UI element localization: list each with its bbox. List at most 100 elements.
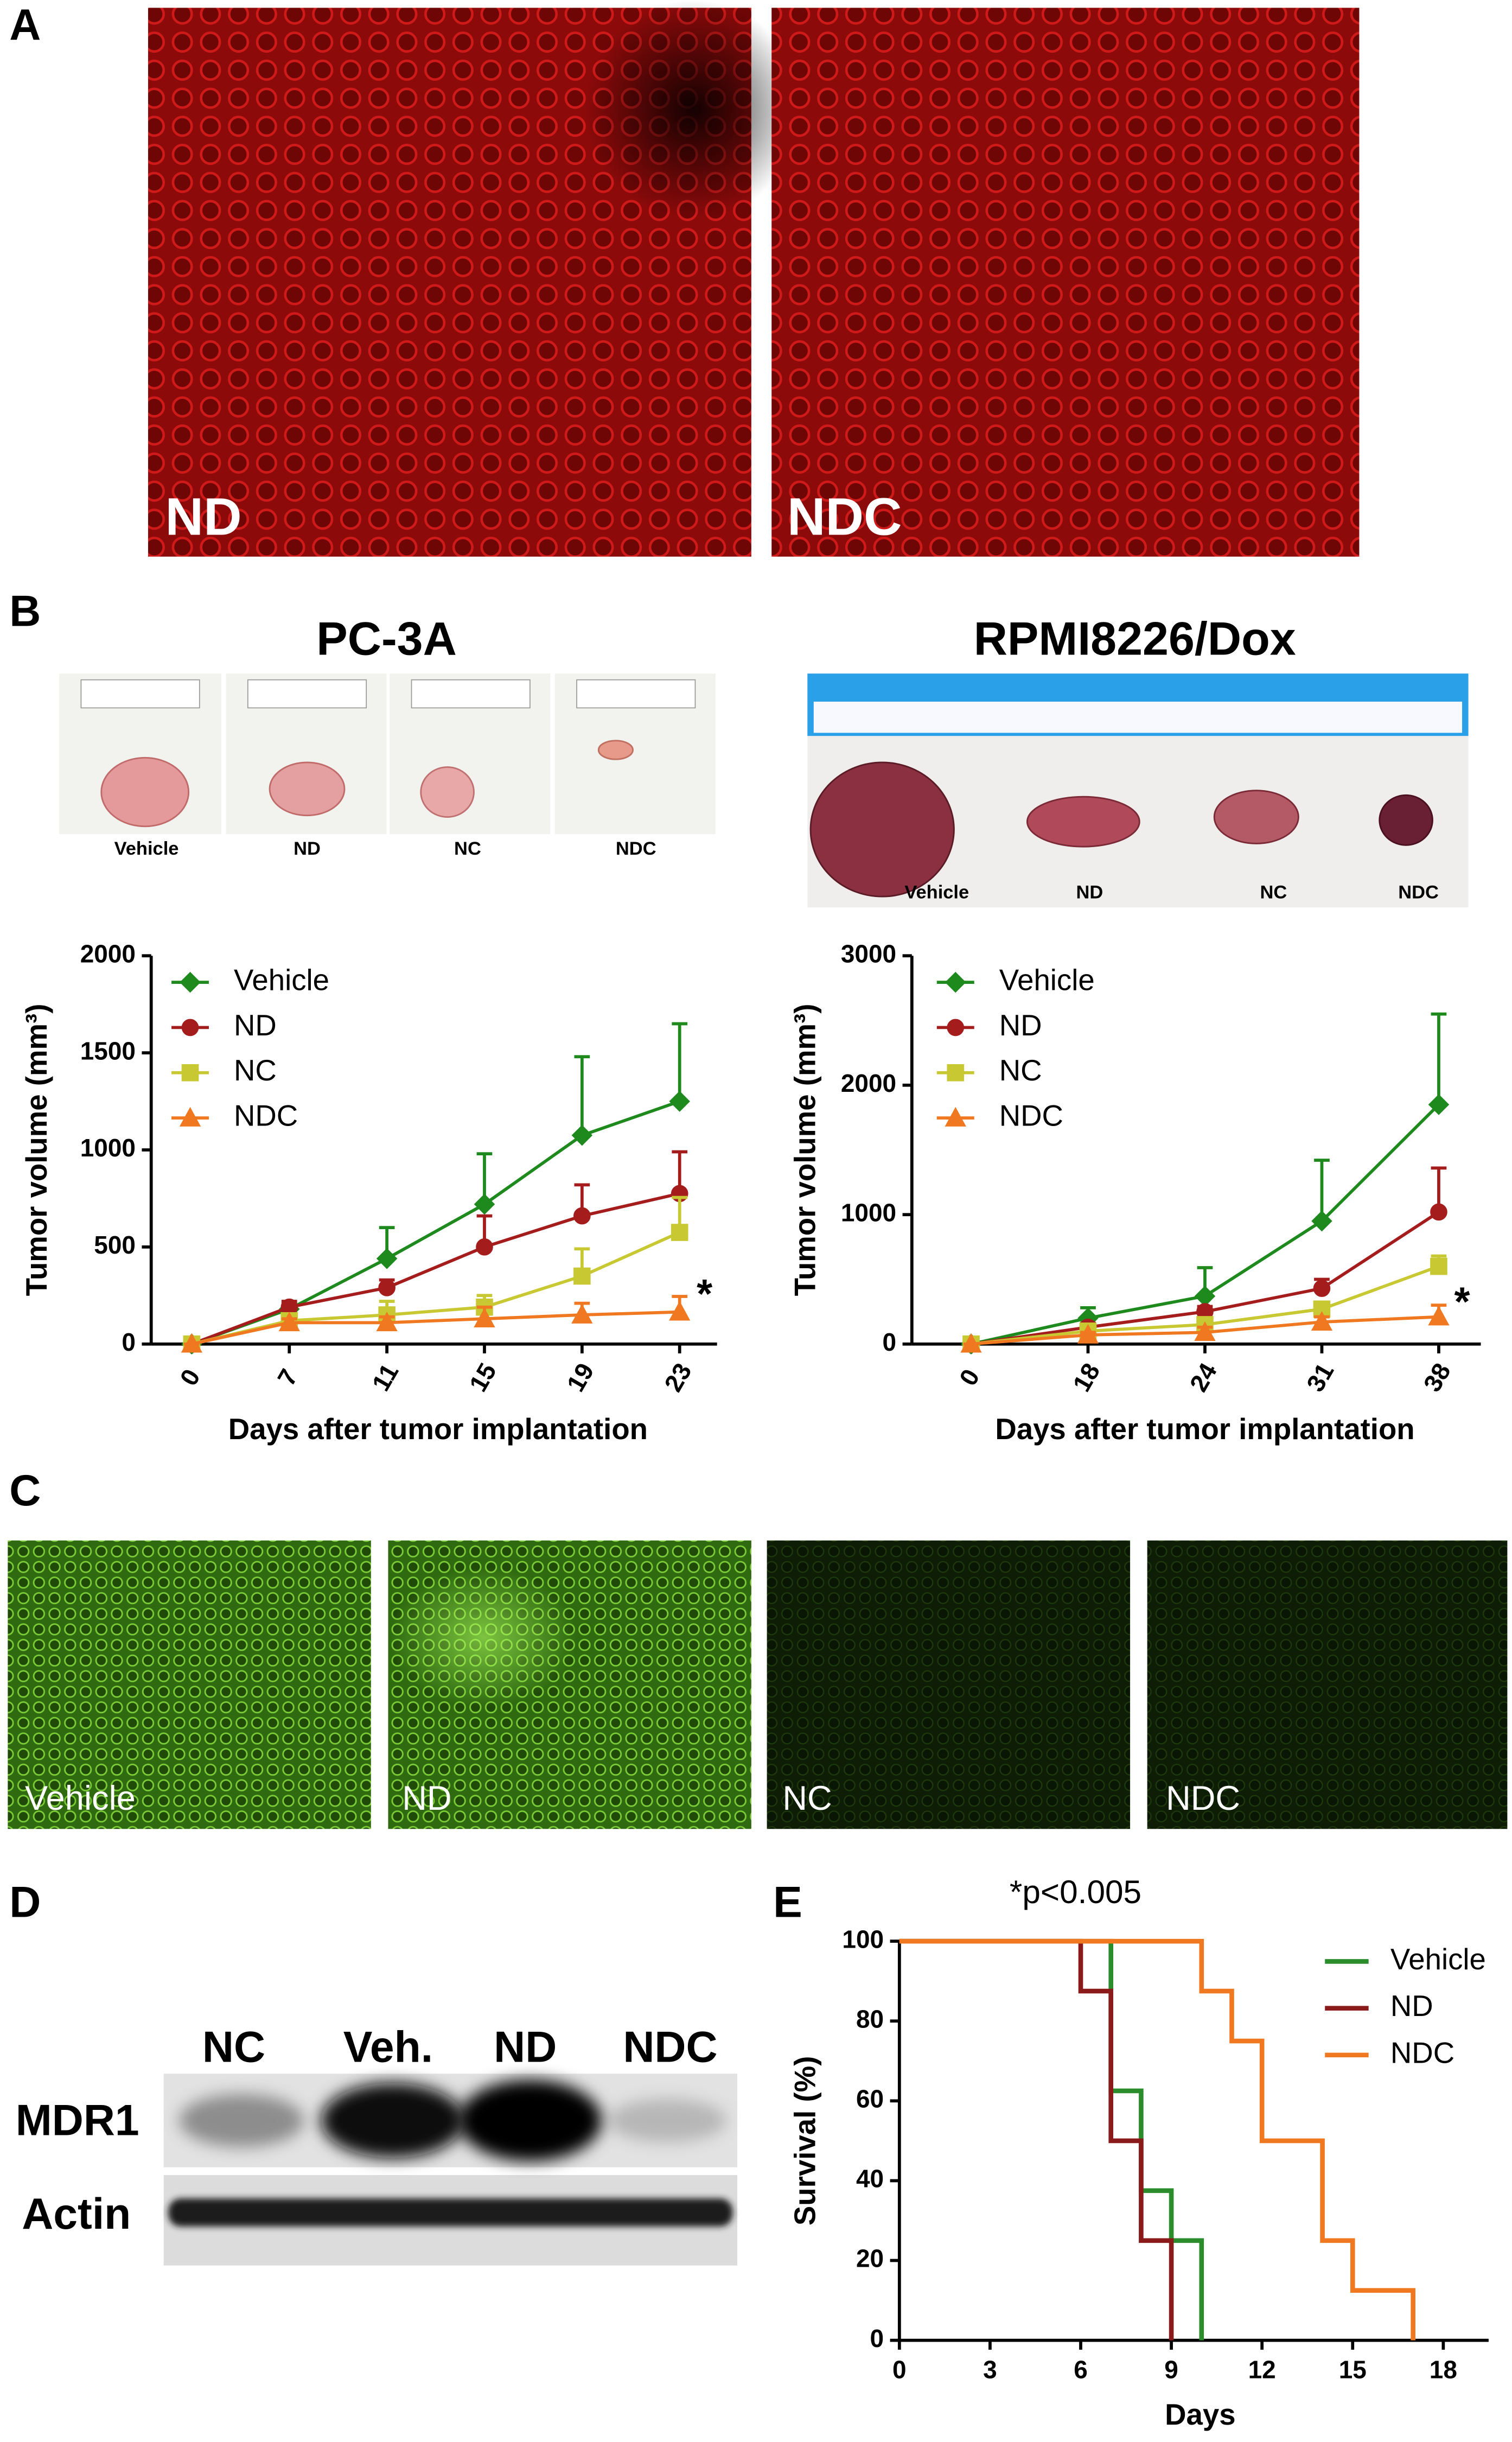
marker [1430, 1203, 1447, 1221]
marker [376, 1312, 398, 1332]
panel-label: B [9, 587, 41, 635]
tumor [809, 761, 955, 898]
band [179, 2094, 304, 2147]
legend-label: NC [999, 1054, 1042, 1087]
annotation: * [697, 1271, 712, 1317]
marker [1428, 1094, 1450, 1115]
y-tick-label: 0 [122, 1328, 136, 1356]
fluorescence-image [771, 8, 1360, 557]
marker [1313, 1280, 1331, 1297]
marker [376, 1248, 398, 1269]
ruler-scale [813, 701, 1463, 733]
image-glow [390, 1567, 577, 1708]
survival-curve [899, 1938, 1204, 2341]
x-tick-label: 7 [272, 1364, 303, 1390]
y-tick-label: 1000 [841, 1198, 896, 1226]
legend-label: ND [1390, 1989, 1433, 2023]
marker [476, 1238, 493, 1256]
row-label: MDR1 [16, 2096, 139, 2145]
photo-label: NDC [1398, 882, 1439, 902]
image-label: ND [165, 487, 242, 546]
x-axis-label: Days after tumor implantation [995, 1413, 1414, 1446]
legend-marker [181, 1064, 199, 1082]
marker [1194, 1321, 1216, 1341]
lane-label: ND [494, 2023, 557, 2072]
legend-marker [947, 1019, 965, 1036]
tumor [1213, 790, 1299, 844]
x-tick-label: 31 [1301, 1358, 1339, 1396]
x-tick-label: 15 [1339, 2355, 1367, 2383]
series-line [191, 1310, 680, 1346]
band [321, 2083, 465, 2158]
x-tick-label: 0 [892, 2355, 907, 2383]
photo-label: NC [1260, 882, 1287, 902]
marker [960, 1333, 982, 1353]
marker [181, 1333, 203, 1353]
band [458, 2079, 602, 2161]
legend-marker [180, 971, 201, 993]
y-tick-label: 1000 [80, 1134, 136, 1162]
x-tick-label: 38 [1418, 1358, 1456, 1396]
ruler [411, 679, 531, 709]
western-blot: NC Veh. ND NDC MDR1 Actin [16, 2023, 738, 2266]
image-label: NC [782, 1779, 832, 1817]
y-axis-label: Tumor volume (mm³) [20, 1004, 53, 1296]
marker [1430, 1257, 1447, 1275]
y-tick-label: 2000 [841, 1069, 896, 1097]
chart-title: RPMI8226/Dox [974, 613, 1296, 665]
y-tick-label: 500 [94, 1231, 136, 1259]
marker [669, 1301, 691, 1321]
chart-title: PC-3A [316, 613, 457, 665]
panel-c: Vehicle ND NC NDC [8, 1540, 1508, 1829]
tumor [1379, 794, 1433, 846]
marker [278, 1312, 300, 1332]
legend-label: Vehicle [234, 964, 329, 997]
image-shadow [584, 0, 803, 219]
lane-label: NDC [623, 2023, 717, 2072]
marker [378, 1279, 395, 1296]
tumor [1026, 796, 1140, 848]
y-axis-label: Tumor volume (mm³) [789, 1004, 822, 1296]
ruler [80, 679, 200, 709]
panel-label: E [773, 1878, 802, 1926]
legend-label: NDC [234, 1099, 298, 1133]
marker [474, 1193, 495, 1215]
x-tick-label: 15 [463, 1358, 502, 1396]
tumor-photos: Vehicle ND NC NDC Vehicle ND NC NDC [59, 673, 1469, 908]
photo-label: NC [454, 838, 481, 859]
survival-curve [899, 1938, 1174, 2341]
legend-marker [179, 1106, 201, 1127]
ruler [576, 679, 696, 709]
panel-label: C [9, 1466, 41, 1515]
y-tick-label: 20 [856, 2244, 884, 2273]
legend-label: ND [234, 1009, 277, 1042]
x-tick-label: 11 [366, 1359, 404, 1396]
photo-label: ND [294, 838, 321, 859]
y-tick-label: 1500 [80, 1036, 136, 1065]
legend-label: NDC [1390, 2036, 1454, 2069]
y-tick-label: 2000 [80, 939, 136, 968]
fluorescence-image [8, 1540, 371, 1829]
x-tick-label: 3 [983, 2355, 997, 2383]
legend-label: Vehicle [999, 964, 1095, 997]
x-tick-label: 9 [1164, 2355, 1178, 2383]
image-label: Vehicle [25, 1779, 136, 1817]
photo-label: ND [1076, 882, 1103, 902]
lane-label: NC [202, 2023, 265, 2072]
marker [571, 1303, 593, 1324]
x-tick-label: 0 [954, 1364, 985, 1390]
ruler [247, 679, 367, 709]
y-tick-label: 40 [856, 2165, 884, 2193]
band [168, 2198, 733, 2227]
marker [573, 1207, 591, 1225]
fluorescence-image [1147, 1540, 1508, 1829]
x-tick-label: 19 [561, 1358, 599, 1396]
tumor [100, 756, 190, 828]
x-tick-label: 24 [1184, 1358, 1222, 1396]
y-tick-label: 0 [870, 2324, 884, 2352]
tumor [269, 761, 346, 817]
marker [1311, 1210, 1332, 1232]
marker [571, 1124, 593, 1146]
series-line [191, 1099, 680, 1346]
